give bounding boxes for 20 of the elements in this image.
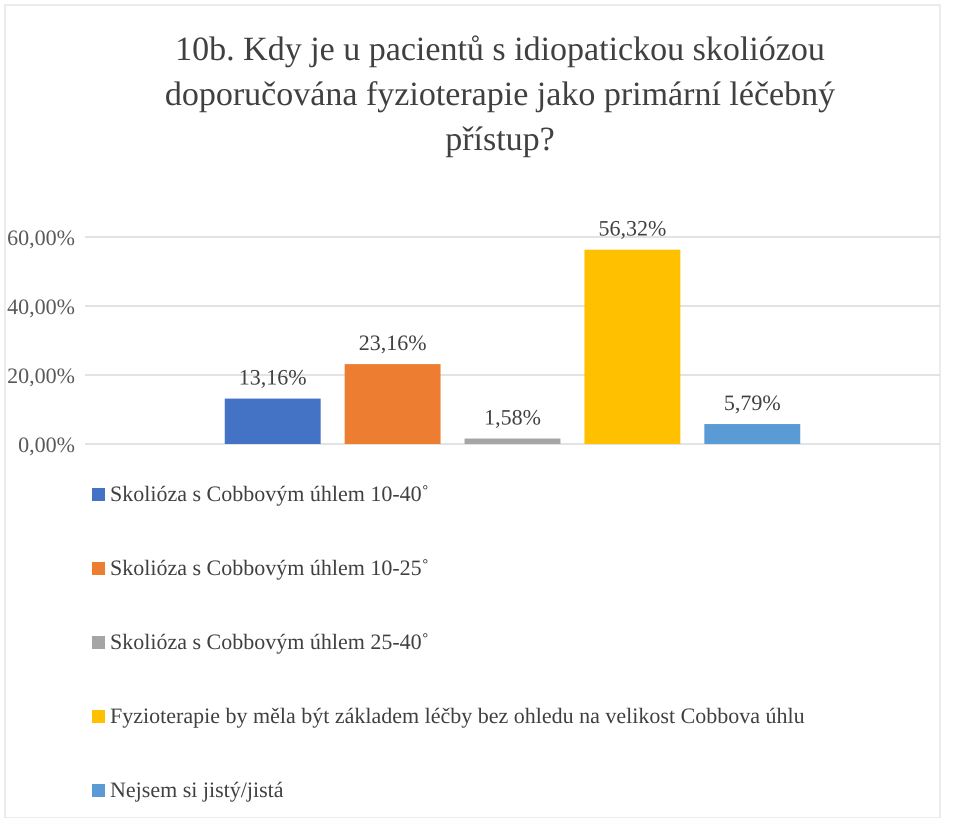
data-label: 1,58%: [484, 404, 541, 430]
data-label: 13,16%: [238, 364, 307, 390]
chart-title: 10b. Kdy je u pacientů s idiopatickou skoliózou doporučována fyzioterapie jako primární léčebný přístup?: [164, 31, 836, 158]
data-label: 56,32%: [598, 216, 666, 241]
legend-label: Skolióza s Cobbovým úhlem 25-40˚: [110, 629, 429, 654]
y-tick-label: 20,00%: [7, 363, 75, 388]
legend-label: Fyzioterapie by měla být základem léčby bez ohledu na velikost Cobbova úhlu: [110, 703, 805, 728]
bar: [224, 398, 321, 444]
legend-label: Skolióza s Cobbovým úhlem 10-25˚: [110, 555, 429, 580]
data-label: 23,16%: [358, 330, 427, 356]
legend-label: Skolióza s Cobbovým úhlem 10-40˚: [110, 481, 429, 506]
bar: [704, 424, 800, 444]
bar: [344, 364, 441, 444]
y-tick-label: 60,00%: [7, 225, 75, 250]
y-tick-label: 0,00%: [18, 432, 75, 457]
y-tick-label: 40,00%: [7, 294, 75, 319]
bar: [584, 250, 680, 444]
legend-label: Nejsem si jistý/jistá: [110, 777, 284, 802]
data-label: 5,79%: [724, 390, 781, 416]
bar: [464, 438, 560, 444]
